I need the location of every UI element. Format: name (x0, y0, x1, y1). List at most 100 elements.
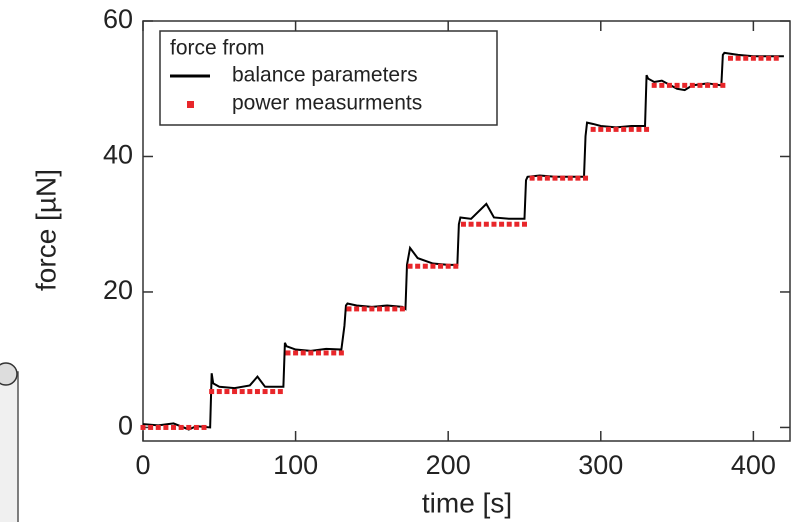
scatter-point (651, 82, 657, 88)
scatter-point (453, 263, 459, 269)
scatter-point (384, 306, 390, 312)
scatter-point (644, 126, 650, 132)
scatter-point (140, 424, 146, 430)
scatter-point (491, 221, 497, 227)
scatter-point (483, 221, 489, 227)
scatter-point (430, 263, 436, 269)
scatter-point (720, 82, 726, 88)
scatter-point (758, 55, 764, 61)
scatter-point (460, 221, 466, 227)
y-axis-label: force [µN] (30, 169, 61, 291)
scatter-point (438, 263, 444, 269)
x-tick-label: 200 (426, 450, 471, 480)
scatter-point (239, 389, 245, 395)
scatter-point (521, 221, 527, 227)
scatter-point (697, 82, 703, 88)
scatter-point (224, 389, 230, 395)
scatter-point (575, 175, 581, 181)
scatter-point (605, 126, 611, 132)
scatter-point (560, 175, 566, 181)
scatter-point (369, 306, 375, 312)
scatter-point (506, 221, 512, 227)
scatter-point (712, 82, 718, 88)
scatter-point (308, 350, 314, 356)
scatter-point (773, 55, 779, 61)
scatter-point (499, 221, 505, 227)
x-axis-label: time [s] (422, 487, 512, 518)
scatter-point (666, 82, 672, 88)
x-tick-label: 400 (731, 450, 776, 480)
scatter-point (338, 350, 344, 356)
scatter-point (422, 263, 428, 269)
scatter-point (331, 350, 337, 356)
y-tick-label: 60 (103, 4, 133, 34)
scatter-point (537, 175, 543, 181)
legend-title: force from (170, 37, 265, 60)
scatter-point (544, 175, 550, 181)
scatter-point (377, 306, 383, 312)
x-tick-label: 0 (135, 450, 150, 480)
legend-label: power measurments (232, 92, 422, 115)
side-widget (0, 362, 19, 522)
scatter-point (232, 389, 238, 395)
scatter-point (407, 263, 413, 269)
scatter-point (529, 175, 535, 181)
plot-frame (142, 20, 791, 442)
scatter-point (674, 82, 680, 88)
scatter-point (727, 55, 733, 61)
scatter-point (705, 82, 711, 88)
scatter-point (277, 389, 283, 395)
scatter-point (193, 424, 199, 430)
x-tick-label: 100 (273, 450, 318, 480)
scatter-point (514, 221, 520, 227)
scatter-point (254, 389, 260, 395)
scatter-point (636, 126, 642, 132)
scatter-point (399, 306, 405, 312)
scatter-point (621, 126, 627, 132)
y-tick-label: 20 (103, 275, 133, 305)
scatter-point (354, 306, 360, 312)
scatter-point (285, 350, 291, 356)
scatter-point (346, 306, 352, 312)
legend-label: balance parameters (232, 64, 418, 87)
scatter-point (766, 55, 772, 61)
scatter-point (209, 389, 215, 395)
scatter-point (247, 389, 253, 395)
scatter-point (445, 263, 451, 269)
scatter-point (323, 350, 329, 356)
scatter-point (735, 55, 741, 61)
scatter-point (598, 126, 604, 132)
scatter-point (590, 126, 596, 132)
scatter-point (216, 389, 222, 395)
scatter-point (468, 221, 474, 227)
legend-box (159, 30, 498, 126)
scatter-point (262, 389, 268, 395)
line (142, 51, 784, 431)
scatter-point (148, 424, 154, 430)
scatter-point (155, 424, 161, 430)
scatter-point (552, 175, 558, 181)
scatter-point (392, 306, 398, 312)
scatter-point (171, 424, 177, 430)
scatter-point (270, 389, 276, 395)
scatter-point (163, 424, 169, 430)
scatter-point (613, 126, 619, 132)
scatter-point (361, 306, 367, 312)
scatter-point (628, 126, 634, 132)
scatter-point (659, 82, 665, 88)
scatter-point (567, 175, 573, 181)
x-tick-label: 300 (578, 450, 623, 480)
scatter-point (743, 55, 749, 61)
scatter-point (476, 221, 482, 227)
scatter-point (300, 350, 306, 356)
scatter-point (682, 82, 688, 88)
scatter-point (583, 175, 589, 181)
scatter-point (201, 424, 207, 430)
scatter-point (178, 424, 184, 430)
scatter-point (315, 350, 321, 356)
scatter-point (415, 263, 421, 269)
y-tick-label: 40 (103, 140, 133, 170)
y-tick-label: 0 (118, 411, 133, 441)
legend-swatch (187, 101, 194, 108)
